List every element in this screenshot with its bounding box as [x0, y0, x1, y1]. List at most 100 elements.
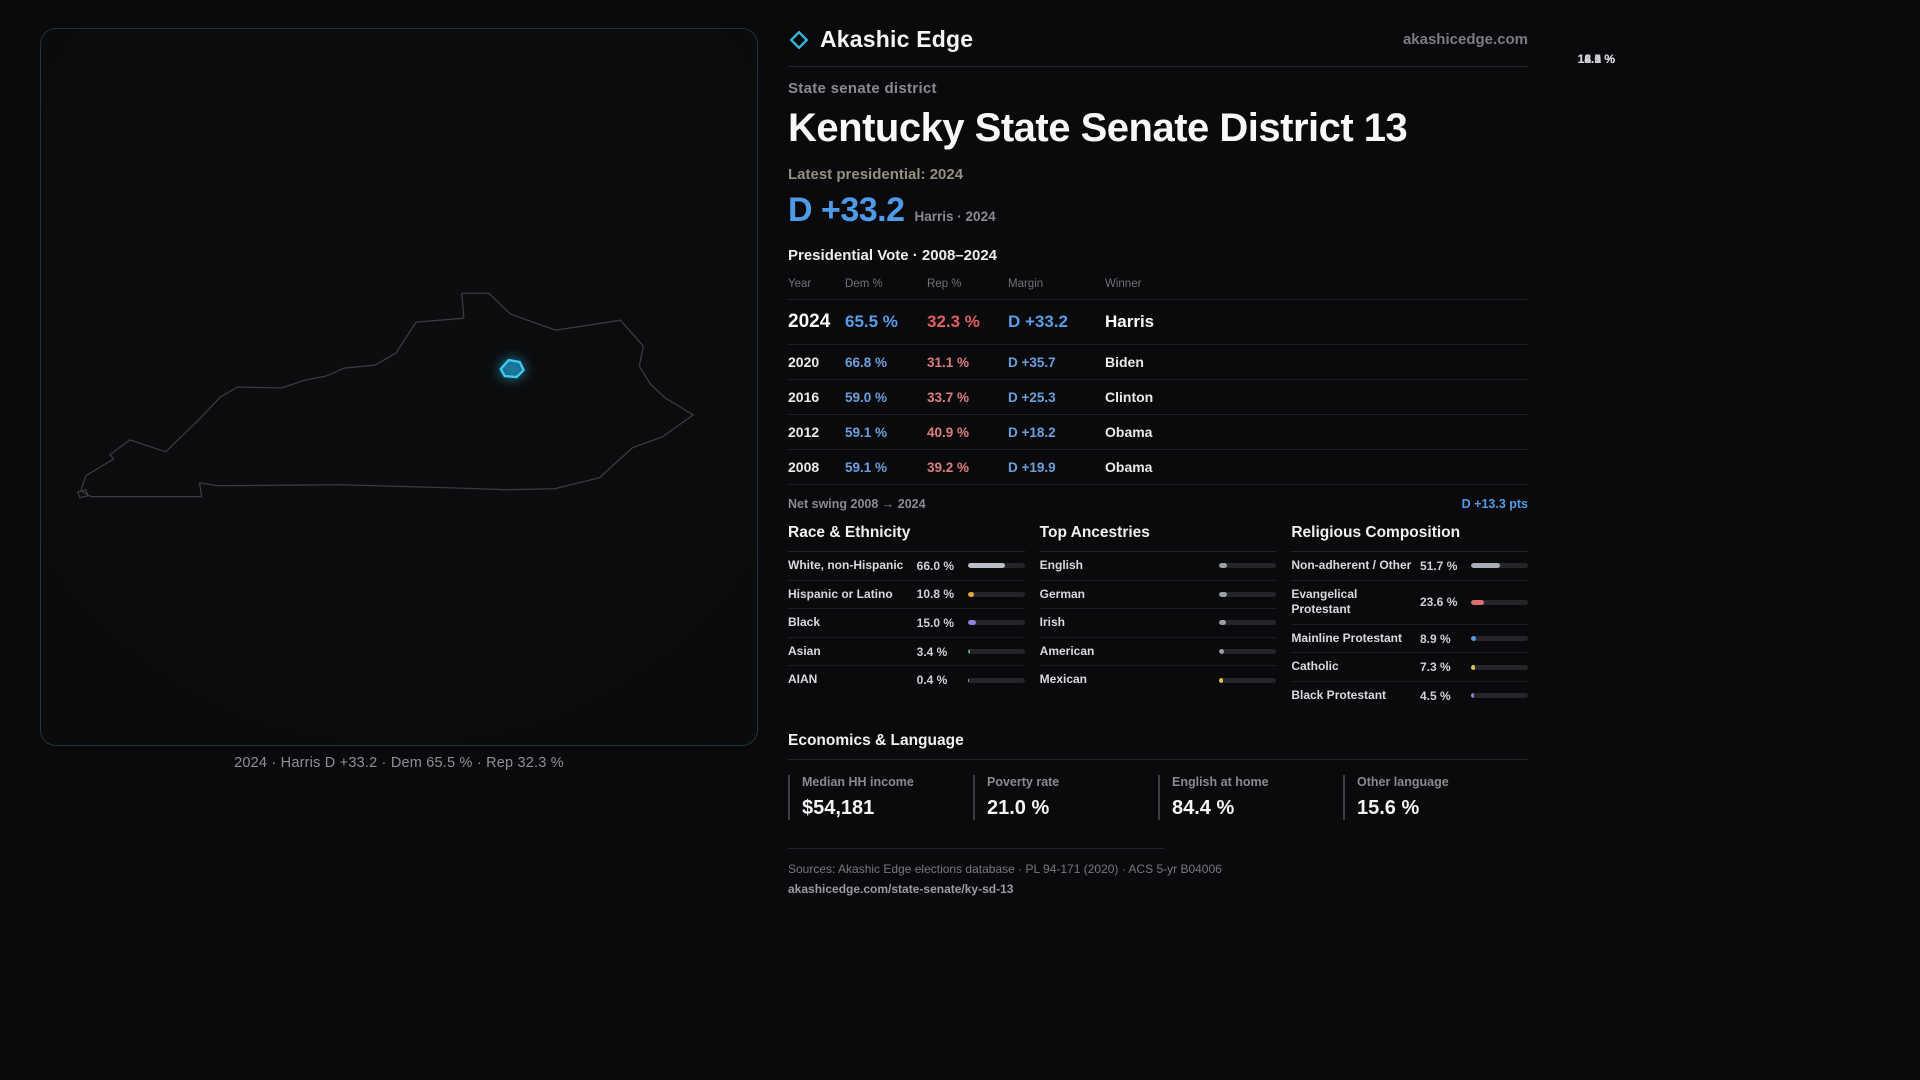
vote-cell-year: 2008 [788, 459, 820, 475]
stat-value: 15.6 % [1357, 796, 1420, 819]
demo-label: German [1039, 586, 1086, 601]
demo-value: 4.5 % [1420, 688, 1451, 703]
map-panel [40, 28, 758, 746]
demo-label: White, non-Hispanic [788, 558, 904, 572]
demo-row: German 12.6 % [1039, 52, 1615, 610]
vote-table-row: 2016 59.0 % 33.7 % D +25.3 Clinton [788, 380, 1528, 415]
net-swing-label: Net swing 2008 → 2024 [788, 497, 926, 511]
vote-cell-margin: D +19.9 [1008, 459, 1056, 475]
column-header-rep: Rep % [927, 278, 962, 290]
demo-label: AIAN [788, 672, 818, 687]
header-divider [788, 66, 1528, 67]
vote-cell-winner: Obama [1105, 459, 1153, 475]
section-religious-composition: Religious Composition Non-adherent / Oth… [1291, 524, 1528, 710]
page-title: Kentucky State Senate District 13 [788, 106, 1408, 150]
demo-value: 66.0 % [916, 558, 955, 573]
demo-row: Irish 12.0 % [1039, 52, 1615, 638]
brand-name: Akashic Edge [820, 26, 974, 52]
vote-cell-margin: D +33.2 [1008, 312, 1069, 331]
demo-row: Mexican 6.5 % [1039, 52, 1615, 694]
demo-row: Non-adherent / Other 51.7 % [1291, 552, 1528, 581]
demo-label: Asian [788, 643, 821, 658]
vote-cell-year: 2016 [788, 389, 820, 405]
demo-row: Mainline Protestant 8.9 % [1291, 625, 1528, 654]
demo-label: Mexican [1039, 672, 1088, 687]
demo-label: Irish [1039, 615, 1065, 630]
kentucky-outline [80, 292, 694, 498]
vote-table: Year Dem % Rep % Margin Winner 2024 65.5 … [788, 272, 1528, 485]
stat-label: Median HH income [802, 774, 914, 789]
vote-table-title: Presidential Vote · 2008–2024 [788, 247, 998, 264]
stat-value: 21.0 % [987, 796, 1050, 819]
demo-row: Black 15.0 % [788, 609, 1025, 638]
stat-value: $54,181 [802, 796, 875, 819]
demo-label: Hispanic or Latino [788, 586, 893, 601]
demo-bar [1219, 620, 1277, 626]
demo-label: English [1039, 558, 1083, 572]
demo-value: 10.8 % [916, 587, 955, 602]
section-race-ethnicity: Race & Ethnicity White, non-Hispanic 66.0… [788, 524, 1025, 710]
map-caption: 2024 · Harris D +33.2 · Dem 65.5 % · Rep… [234, 755, 564, 771]
vote-cell-winner: Biden [1105, 354, 1144, 370]
section-title: Top Ancestries [1039, 524, 1277, 552]
demo-label: Mainline Protestant [1291, 630, 1403, 645]
vote-cell-dem: 59.1 % [845, 459, 888, 475]
district-type-label: State senate district [788, 80, 937, 97]
demo-bar [967, 649, 1025, 655]
demo-value: 7.3 % [1420, 660, 1451, 675]
demo-value: 15.0 % [916, 615, 955, 630]
column-header-year: Year [788, 278, 812, 290]
demo-bar [1471, 636, 1528, 642]
demo-value: 12.6 % [1577, 52, 1615, 66]
vote-cell-year: 2024 [788, 311, 831, 332]
kentucky-map [77, 292, 694, 499]
vote-cell-dem: 66.8 % [845, 354, 888, 370]
demo-row: Catholic 7.3 % [1291, 653, 1528, 682]
vote-table-header: Year Dem % Rep % Margin Winner [788, 272, 1528, 300]
vote-table-body: 2024 65.5 % 32.3 % D +33.2 Harris 2020 66.8 % 3… [788, 300, 1528, 485]
demo-bar [1219, 591, 1277, 597]
vote-table-row: 2020 66.8 % 31.1 % D +35.7 Biden [788, 345, 1528, 380]
vote-cell-rep: 32.3 % [927, 312, 980, 331]
vote-table-row: 2008 59.1 % 39.2 % D +19.9 Obama [788, 450, 1528, 485]
vote-cell-rep: 33.7 % [927, 389, 970, 405]
demo-value: 51.7 % [1420, 558, 1458, 573]
vote-cell-margin: D +25.3 [1008, 389, 1056, 405]
sources-text: Sources: Akashic Edge elections database… [788, 861, 1222, 876]
vote-table-row: 2024 65.5 % 32.3 % D +33.2 Harris [788, 300, 1528, 345]
demo-row: AIAN 0.4 % [788, 666, 1025, 694]
demo-value: 3.4 % [916, 644, 948, 659]
headline-margin-row: D +33.2 Harris · 2024 [788, 191, 1528, 230]
section-top-ancestries: Top Ancestries English 14.1 % German 12.6 %… [1039, 52, 1615, 710]
section-title: Religious Composition [1291, 524, 1528, 552]
vote-cell-year: 2012 [788, 424, 820, 440]
demo-value: 8.1 % [1584, 52, 1615, 66]
brand-row: Akashic Edge akashicedge.com [788, 26, 1528, 66]
demo-label: Non-adherent / Other [1291, 558, 1412, 572]
vote-cell-year: 2020 [788, 354, 820, 370]
district-card: Akashic Edge akashicedge.com State senat… [788, 26, 1615, 896]
headline-margin: D +33.2 [788, 191, 905, 229]
demographics-grid: Race & Ethnicity White, non-Hispanic 66.0… [788, 52, 1615, 710]
brand-diamond-icon [789, 30, 809, 49]
demo-bar [967, 591, 1025, 597]
brand-domain: akashicedge.com [1402, 31, 1528, 48]
vote-cell-winner: Harris [1105, 312, 1155, 331]
net-swing-row: Net swing 2008 → 2024 D +13.3 pts [788, 497, 1528, 511]
demo-row: Black Protestant 4.5 % [1291, 682, 1528, 710]
demo-bar [1471, 693, 1528, 699]
kentucky-bend-outline [77, 489, 89, 499]
demo-label: Black [788, 615, 821, 630]
economics-title: Economics & Language [788, 732, 1528, 760]
stat-label: Poverty rate [987, 774, 1060, 789]
stat-box: Other language 15.6 % [1343, 774, 1528, 820]
stat-label: English at home [1172, 774, 1269, 789]
demo-bar [1219, 649, 1277, 655]
demo-value: 8.9 % [1420, 631, 1451, 646]
demo-value: 0.4 % [916, 673, 948, 688]
brand: Akashic Edge [788, 26, 973, 53]
demo-bar [1219, 677, 1277, 683]
stat-box: Median HH income $54,181 [788, 774, 973, 820]
demo-bar [967, 677, 1025, 683]
district-highlight-shape [499, 358, 525, 379]
